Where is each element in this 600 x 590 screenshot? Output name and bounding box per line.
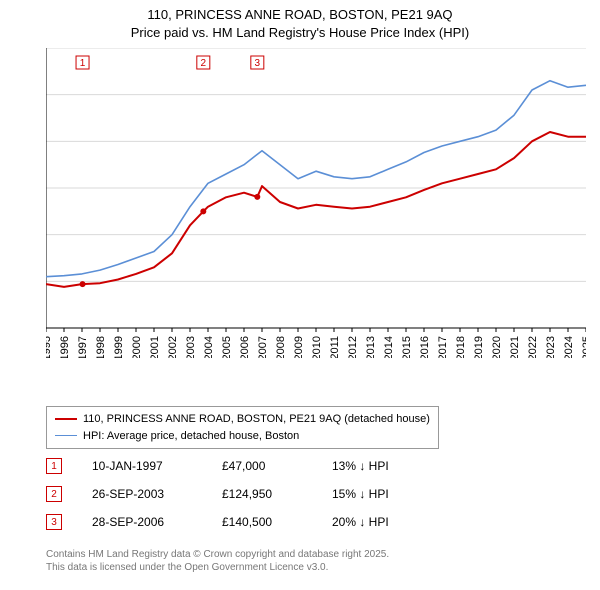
chart-area: £0£50K£100K£150K£200K£250K£300K199519961… (46, 48, 586, 358)
marker-label-3: 3 (255, 58, 261, 69)
svg-text:2002: 2002 (167, 336, 179, 358)
legend-row-0: 110, PRINCESS ANNE ROAD, BOSTON, PE21 9A… (55, 411, 430, 428)
svg-text:2004: 2004 (203, 336, 215, 358)
title-line-2: Price paid vs. HM Land Registry's House … (131, 25, 469, 40)
svg-text:2013: 2013 (365, 336, 377, 358)
svg-text:1999: 1999 (113, 336, 125, 358)
event-price-1: £47,000 (222, 459, 302, 473)
event-marker-2: 2 (46, 486, 62, 502)
svg-text:2017: 2017 (437, 336, 449, 358)
footnote: Contains HM Land Registry data © Crown c… (46, 548, 389, 574)
svg-text:2018: 2018 (455, 336, 467, 358)
svg-text:2007: 2007 (257, 336, 269, 358)
svg-text:2001: 2001 (149, 336, 161, 358)
event-price-2: £124,950 (222, 487, 302, 501)
svg-text:2000: 2000 (131, 336, 143, 358)
event-marker-1: 1 (46, 458, 62, 474)
svg-text:2011: 2011 (329, 336, 341, 358)
svg-text:2021: 2021 (509, 336, 521, 358)
marker-point-3 (254, 194, 260, 200)
series-hpi (46, 81, 586, 277)
event-delta-2: 15% ↓ HPI (332, 487, 432, 501)
legend-swatch-0 (55, 418, 77, 420)
title-line-1: 110, PRINCESS ANNE ROAD, BOSTON, PE21 9A… (147, 7, 452, 22)
legend-box: 110, PRINCESS ANNE ROAD, BOSTON, PE21 9A… (46, 406, 439, 449)
svg-text:2015: 2015 (401, 336, 413, 358)
legend-swatch-1 (55, 435, 77, 436)
svg-text:2009: 2009 (293, 336, 305, 358)
event-date-3: 28-SEP-2006 (92, 515, 192, 529)
event-row-3: 3 28-SEP-2006 £140,500 20% ↓ HPI (46, 508, 432, 536)
footnote-line-1: Contains HM Land Registry data © Crown c… (46, 549, 389, 560)
event-delta-1: 13% ↓ HPI (332, 459, 432, 473)
svg-text:2024: 2024 (563, 336, 575, 358)
svg-text:2008: 2008 (275, 336, 287, 358)
svg-text:1995: 1995 (46, 336, 53, 358)
svg-text:2012: 2012 (347, 336, 359, 358)
svg-text:2016: 2016 (419, 336, 431, 358)
event-row-1: 1 10-JAN-1997 £47,000 13% ↓ HPI (46, 452, 432, 480)
chart-svg: £0£50K£100K£150K£200K£250K£300K199519961… (46, 48, 586, 358)
svg-text:2023: 2023 (545, 336, 557, 358)
svg-text:1998: 1998 (95, 336, 107, 358)
marker-label-2: 2 (201, 58, 207, 69)
svg-text:2010: 2010 (311, 336, 323, 358)
footnote-line-2: This data is licensed under the Open Gov… (46, 562, 328, 573)
legend-row-1: HPI: Average price, detached house, Bost… (55, 428, 430, 445)
marker-point-2 (200, 208, 206, 214)
event-date-1: 10-JAN-1997 (92, 459, 192, 473)
svg-text:2025: 2025 (581, 336, 586, 358)
legend-label-1: HPI: Average price, detached house, Bost… (83, 428, 299, 445)
svg-text:2020: 2020 (491, 336, 503, 358)
event-price-3: £140,500 (222, 515, 302, 529)
event-date-2: 26-SEP-2003 (92, 487, 192, 501)
svg-text:2005: 2005 (221, 336, 233, 358)
marker-label-1: 1 (80, 58, 86, 69)
event-row-2: 2 26-SEP-2003 £124,950 15% ↓ HPI (46, 480, 432, 508)
event-marker-3: 3 (46, 514, 62, 530)
svg-text:2006: 2006 (239, 336, 251, 358)
figure-container: 110, PRINCESS ANNE ROAD, BOSTON, PE21 9A… (0, 0, 600, 590)
svg-text:2022: 2022 (527, 336, 539, 358)
chart-title: 110, PRINCESS ANNE ROAD, BOSTON, PE21 9A… (0, 0, 600, 41)
svg-text:2003: 2003 (185, 336, 197, 358)
svg-text:1997: 1997 (77, 336, 89, 358)
legend-label-0: 110, PRINCESS ANNE ROAD, BOSTON, PE21 9A… (83, 411, 430, 428)
series-price_paid (46, 132, 586, 287)
svg-text:2014: 2014 (383, 336, 395, 358)
marker-point-1 (80, 281, 86, 287)
events-table: 1 10-JAN-1997 £47,000 13% ↓ HPI 2 26-SEP-2003… (46, 452, 432, 536)
event-delta-3: 20% ↓ HPI (332, 515, 432, 529)
svg-text:2019: 2019 (473, 336, 485, 358)
svg-text:1996: 1996 (59, 336, 71, 358)
